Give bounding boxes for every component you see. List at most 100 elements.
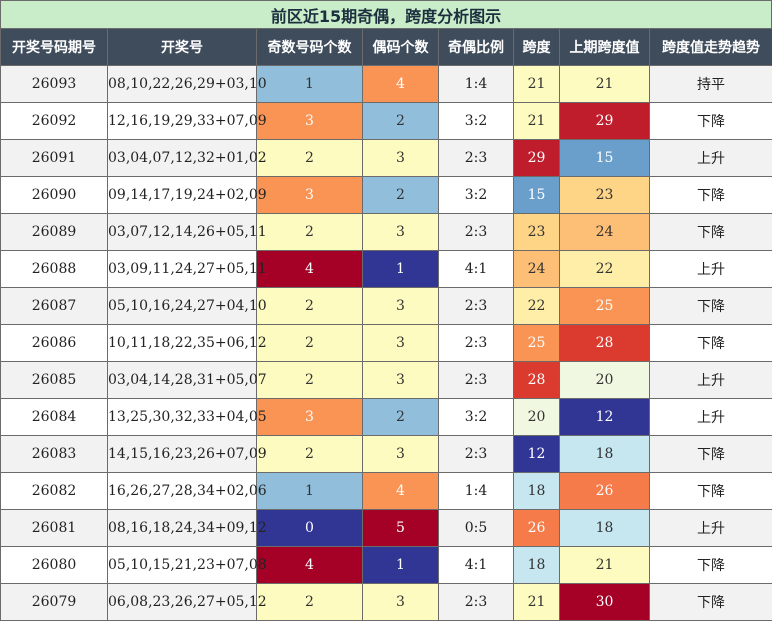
numbers-cell: 16,26,27,28,34+02,06 [108,473,257,510]
even-count-cell: 1 [363,547,439,584]
span-cell: 25 [514,325,560,362]
even-count-cell: 2 [363,177,439,214]
issue-cell: 26086 [1,325,108,362]
ratio-cell: 1:4 [439,66,514,103]
prev-span-cell: 12 [560,399,650,436]
odd-count-cell: 1 [257,473,363,510]
prev-span-cell: 25 [560,288,650,325]
numbers-cell: 10,11,18,22,35+06,12 [108,325,257,362]
ratio-cell: 2:3 [439,288,514,325]
column-header-numbers: 开奖号 [108,29,257,66]
ratio-cell: 2:3 [439,214,514,251]
ratio-cell: 2:3 [439,584,514,621]
numbers-cell: 05,10,16,24,27+04,10 [108,288,257,325]
numbers-cell: 03,04,14,28,31+05,07 [108,362,257,399]
even-count-cell: 3 [363,140,439,177]
even-count-cell: 3 [363,584,439,621]
ratio-cell: 3:2 [439,177,514,214]
even-count-cell: 4 [363,66,439,103]
prev-span-cell: 23 [560,177,650,214]
trend-cell: 上升 [650,140,772,177]
ratio-cell: 2:3 [439,436,514,473]
issue-cell: 26091 [1,140,108,177]
odd-count-cell: 3 [257,177,363,214]
prev-span-cell: 26 [560,473,650,510]
odd-count-cell: 2 [257,584,363,621]
issue-cell: 26079 [1,584,108,621]
prev-span-cell: 29 [560,103,650,140]
odd-count-cell: 4 [257,251,363,288]
issue-cell: 26081 [1,510,108,547]
trend-cell: 下降 [650,584,772,621]
span-cell: 21 [514,103,560,140]
numbers-cell: 03,09,11,24,27+05,11 [108,251,257,288]
ratio-cell: 3:2 [439,399,514,436]
even-count-cell: 3 [363,362,439,399]
trend-cell: 上升 [650,399,772,436]
issue-cell: 26083 [1,436,108,473]
trend-cell: 下降 [650,547,772,584]
numbers-cell: 12,16,19,29,33+07,09 [108,103,257,140]
span-cell: 29 [514,140,560,177]
column-header-odd-count: 奇数号码个数 [257,29,363,66]
trend-cell: 持平 [650,66,772,103]
ratio-cell: 2:3 [439,140,514,177]
span-cell: 21 [514,66,560,103]
ratio-cell: 2:3 [439,325,514,362]
odd-even-span-table: 开奖号码期号 开奖号 奇数号码个数 偶码个数 奇偶比例 跨度 上期跨度值 跨度值… [0,28,772,621]
numbers-cell: 05,10,15,21,23+07,08 [108,547,257,584]
even-count-cell: 2 [363,103,439,140]
numbers-cell: 13,25,30,32,33+04,05 [108,399,257,436]
issue-cell: 26088 [1,251,108,288]
odd-count-cell: 3 [257,399,363,436]
issue-cell: 26085 [1,362,108,399]
trend-cell: 下降 [650,177,772,214]
numbers-cell: 08,10,22,26,29+03,10 [108,66,257,103]
issue-cell: 26092 [1,103,108,140]
span-cell: 18 [514,473,560,510]
trend-cell: 上升 [650,510,772,547]
prev-span-cell: 18 [560,436,650,473]
numbers-cell: 03,07,12,14,26+05,11 [108,214,257,251]
trend-cell: 下降 [650,473,772,510]
trend-cell: 下降 [650,214,772,251]
odd-count-cell: 2 [257,214,363,251]
ratio-cell: 4:1 [439,547,514,584]
issue-cell: 26089 [1,214,108,251]
prev-span-cell: 20 [560,362,650,399]
odd-count-cell: 2 [257,436,363,473]
even-count-cell: 2 [363,399,439,436]
prev-span-cell: 28 [560,325,650,362]
table-header: 开奖号码期号 开奖号 奇数号码个数 偶码个数 奇偶比例 跨度 上期跨度值 跨度值… [1,29,772,66]
column-header-span: 跨度 [514,29,560,66]
span-cell: 22 [514,288,560,325]
prev-span-cell: 21 [560,547,650,584]
trend-cell: 下降 [650,436,772,473]
trend-cell: 上升 [650,362,772,399]
ratio-cell: 1:4 [439,473,514,510]
ratio-cell: 2:3 [439,362,514,399]
even-count-cell: 3 [363,214,439,251]
span-cell: 23 [514,214,560,251]
column-header-ratio: 奇偶比例 [439,29,514,66]
odd-count-cell: 0 [257,510,363,547]
odd-count-cell: 4 [257,547,363,584]
ratio-cell: 0:5 [439,510,514,547]
odd-count-cell: 2 [257,325,363,362]
numbers-cell: 03,04,07,12,32+01,02 [108,140,257,177]
page-title: 前区近15期奇偶，跨度分析图示 [0,0,772,28]
column-header-even-count: 偶码个数 [363,29,439,66]
prev-span-cell: 22 [560,251,650,288]
odd-count-cell: 2 [257,362,363,399]
odd-count-cell: 2 [257,140,363,177]
span-cell: 20 [514,399,560,436]
